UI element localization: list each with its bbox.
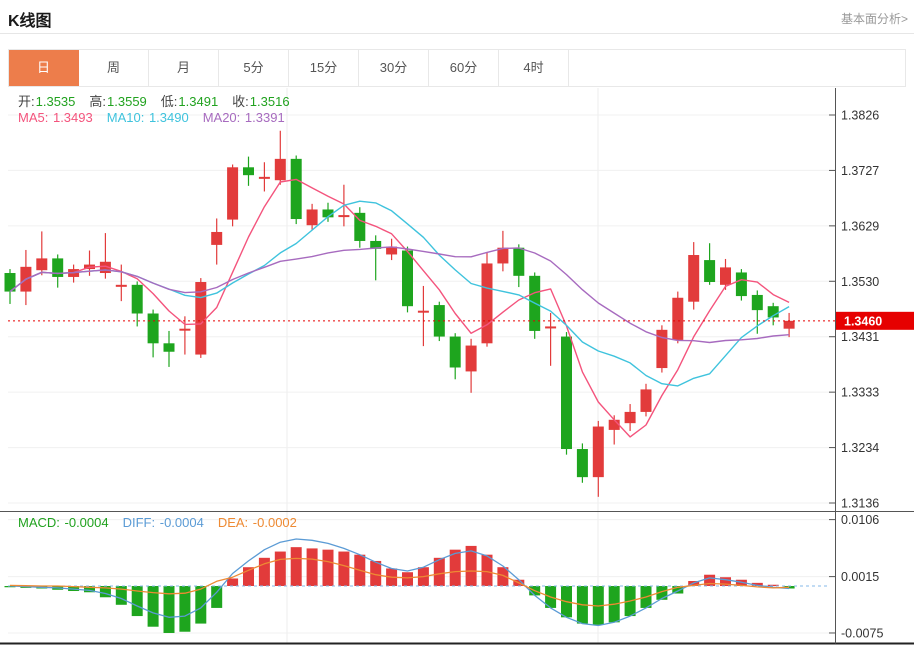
tab-日[interactable]: 日 xyxy=(9,50,79,86)
kline-chart[interactable]: 1.3826 1.3727 1.3629 1.3530 1.3431 1.3333 1.32… xyxy=(0,88,914,646)
ma10-line xyxy=(9,200,790,387)
macd-layer xyxy=(4,538,830,633)
tab-周[interactable]: 周 xyxy=(79,50,149,86)
dea-line xyxy=(9,557,790,607)
svg-text:1.3629: 1.3629 xyxy=(841,219,879,233)
tab-30分[interactable]: 30分 xyxy=(359,50,429,86)
page-title: K线图 xyxy=(8,13,52,30)
header-divider xyxy=(0,33,914,34)
svg-text:1.3136: 1.3136 xyxy=(841,497,879,511)
candles-layer xyxy=(4,130,795,497)
timeframe-tab-bar: 日周月 5分 15分 30分 60分 4时 xyxy=(8,49,906,87)
tab-4时[interactable]: 4时 xyxy=(499,50,569,86)
svg-text:1.3431: 1.3431 xyxy=(841,330,879,344)
svg-text:1.3460: 1.3460 xyxy=(844,314,882,328)
svg-text:0.0015: 0.0015 xyxy=(841,570,879,584)
tab-15分[interactable]: 15分 xyxy=(289,50,359,86)
svg-text:1.3234: 1.3234 xyxy=(841,441,879,455)
fundamental-analysis-link[interactable]: 基本面分析> xyxy=(840,12,908,26)
svg-text:0.0106: 0.0106 xyxy=(841,513,879,527)
tab-月[interactable]: 月 xyxy=(149,50,219,86)
price-axis: 1.3826 1.3727 1.3629 1.3530 1.3431 1.3333 1.32… xyxy=(829,109,883,640)
ma5-line xyxy=(9,178,790,438)
svg-text:1.3333: 1.3333 xyxy=(841,386,879,400)
grid-layer xyxy=(8,88,835,644)
ma20-line xyxy=(9,246,790,344)
diff-line xyxy=(9,538,790,627)
svg-text:1.3530: 1.3530 xyxy=(841,275,879,289)
svg-text:-0.0075: -0.0075 xyxy=(841,626,883,640)
svg-text:1.3727: 1.3727 xyxy=(841,164,879,178)
svg-text:1.3826: 1.3826 xyxy=(841,109,879,123)
tab-60分[interactable]: 60分 xyxy=(429,50,499,86)
tab-5分[interactable]: 5分 xyxy=(219,50,289,86)
current-price-badge: 1.3460 xyxy=(836,311,914,330)
